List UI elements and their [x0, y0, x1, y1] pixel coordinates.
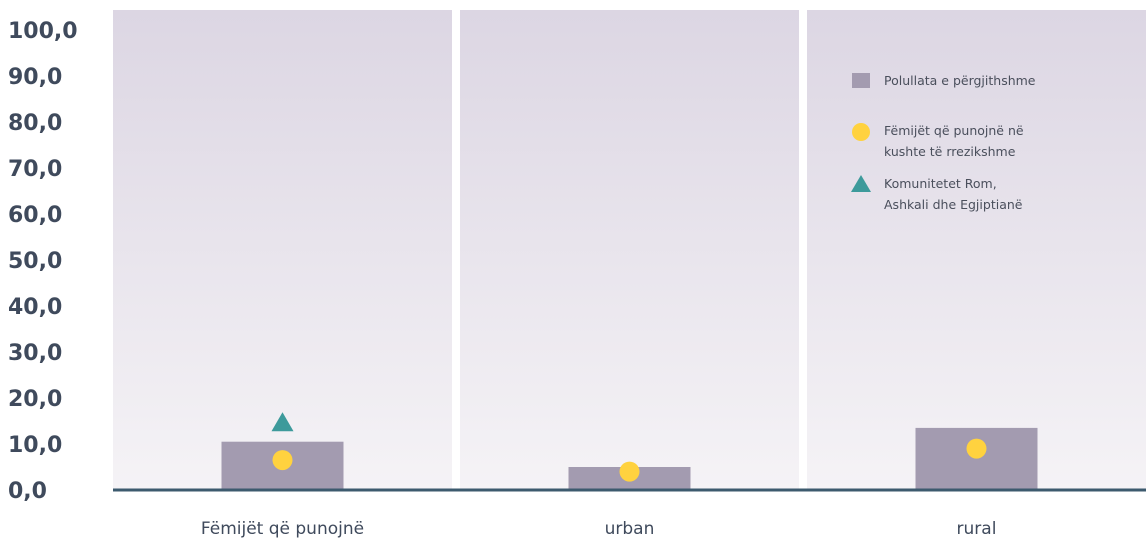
category-label: Fëmijët që punojnë — [201, 519, 364, 539]
y-tick-label: 10,0 — [8, 433, 62, 458]
legend-swatch-triangle — [851, 175, 871, 192]
category-panels — [113, 10, 1146, 490]
y-tick-label: 0,0 — [8, 479, 47, 504]
y-tick-label: 50,0 — [8, 249, 62, 274]
y-tick-label: 90,0 — [8, 65, 62, 90]
legend-label: Komunitetet Rom, — [884, 176, 997, 191]
y-tick-label: 70,0 — [8, 157, 62, 182]
category-panel — [460, 10, 799, 490]
y-tick-label: 30,0 — [8, 341, 62, 366]
legend-swatch-circle — [852, 123, 870, 141]
bar-series — [221, 427, 1038, 490]
category-panel — [113, 10, 452, 490]
y-tick-label: 20,0 — [8, 387, 62, 412]
triangle-marker — [271, 412, 294, 432]
y-tick-label: 60,0 — [8, 203, 62, 228]
circle-marker — [272, 450, 293, 471]
legend-swatch-bar — [852, 73, 870, 88]
x-axis: Fëmijët që punojnë urban rural — [201, 519, 997, 539]
legend-label: Ashkali dhe Egjiptianë — [884, 197, 1023, 212]
marker-series — [271, 412, 987, 482]
category-label: rural — [957, 519, 997, 539]
y-tick-label: 40,0 — [8, 295, 62, 320]
circle-marker — [966, 438, 987, 459]
category-panel — [807, 10, 1146, 490]
legend-label: Fëmijët që punojnë në — [884, 123, 1024, 138]
circle-marker — [619, 461, 640, 482]
legend: Polullata e përgjithshme Fëmijët që punoj… — [851, 73, 1036, 212]
y-axis: 100,0 90,0 80,0 70,0 60,0 50,0 40,0 30,0 20,0 10,… — [8, 19, 78, 504]
y-tick-label: 100,0 — [8, 19, 78, 44]
legend-label: kushte të rrezikshme — [884, 144, 1016, 159]
bar — [915, 427, 1038, 490]
legend-label: Polullata e përgjithshme — [884, 73, 1036, 88]
y-tick-label: 80,0 — [8, 111, 62, 136]
category-label: urban — [605, 519, 655, 539]
